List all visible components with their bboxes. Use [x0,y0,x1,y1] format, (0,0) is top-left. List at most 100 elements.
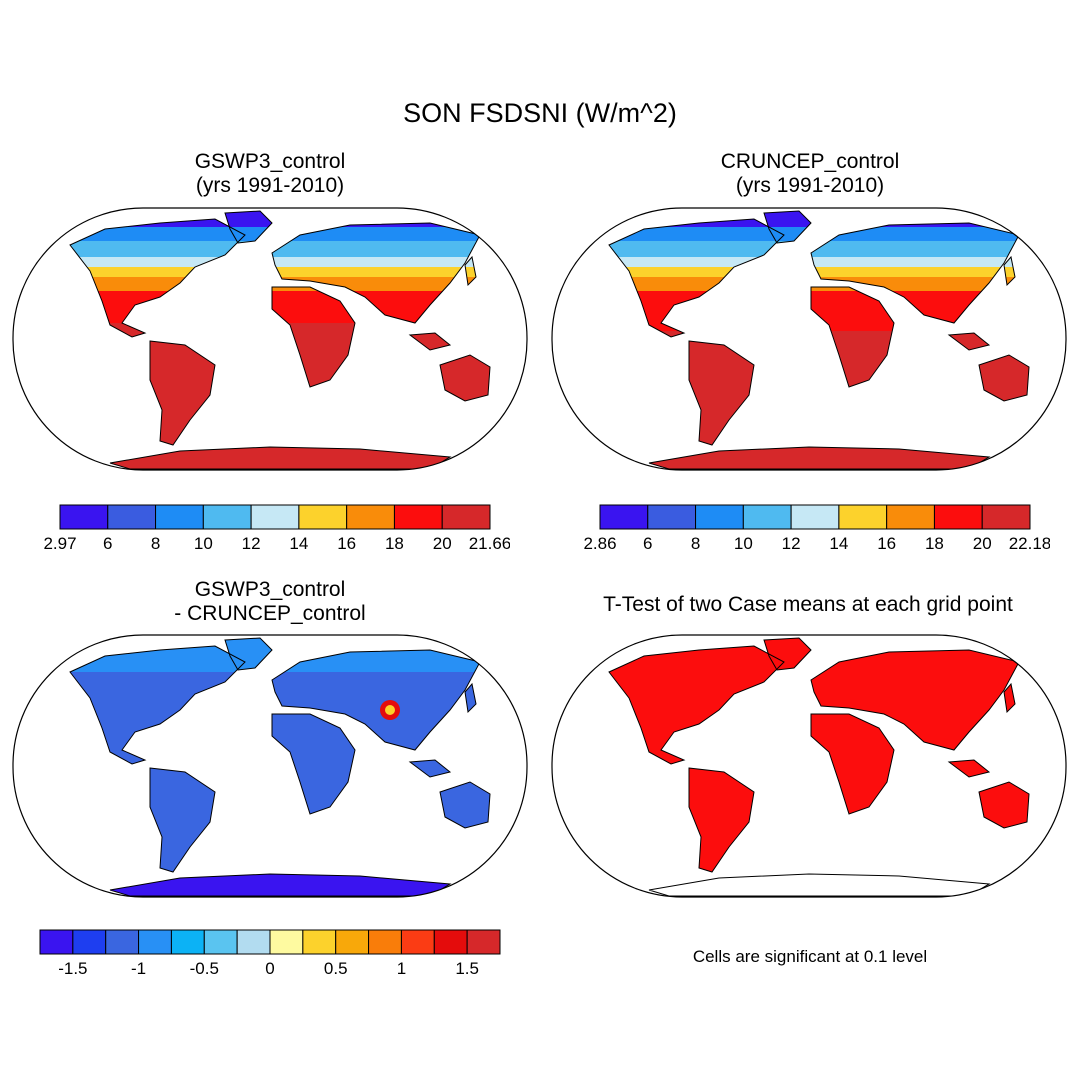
main-title: SON FSDSNI (W/m^2) [403,98,677,128]
coastline-japan [464,255,477,287]
diff-hotspot [385,705,395,715]
colorbar-swatch [39,929,74,955]
colorbar-swatch [298,504,348,530]
coastline-greenland [763,637,812,671]
colorbar-swatch [742,504,792,530]
coastline-eurasia [810,649,1020,751]
colorbar-swatch [441,504,491,530]
colorbar-tick-label: 14 [829,534,848,553]
panel-title-line2: (yrs 1991-2010) [735,174,885,197]
colorbar-difference: -1.5 -1 -0.5 0 0.5 1 1.5 [39,929,501,978]
panel-title-line2: - CRUNCEP_control [174,602,366,625]
colorbar-swatch [647,504,697,530]
colorbar-gswp3: 2.97 6 8 10 12 14 16 18 20 21.66 [43,504,510,553]
colorbar-swatch [138,929,172,955]
colorbar-tick-label: 8 [151,534,160,553]
colorbar-swatch [335,929,370,955]
colorbar-swatch [155,504,204,530]
coastline-antarctica [109,873,452,897]
colorbar-swatch [59,504,109,530]
colorbar-tick-label: 16 [337,534,356,553]
panel-title-ttest: T-Test of two Case means at each grid po… [603,593,1013,616]
colorbar-swatch [981,504,1031,530]
colorbar-tick-label: 0.5 [324,959,348,978]
map-difference [12,634,528,898]
coastline-australia [439,354,491,402]
colorbar-swatch [202,504,252,530]
colorbar-swatch [599,504,649,530]
map-border [12,207,528,471]
coastline-northAmerica [608,645,785,765]
coastline-africa [810,286,895,388]
colorbar-swatch [886,504,935,530]
coastline-indonesia [947,332,991,351]
coastline-northAmerica [69,645,246,765]
coastline-eurasia [810,222,1020,324]
colorbar-swatch [107,504,157,530]
land-band [70,267,490,277]
panel-title-line1: GSWP3_control [194,578,346,601]
colorbar-tick-label: 8 [691,534,700,553]
coastline-greenland [224,210,273,244]
coastline-northAmerica [608,218,785,338]
colorbar-swatch [466,929,501,955]
coastline-southAmerica [688,340,755,446]
coastline-africa [810,713,895,815]
colorbar-tick-label: 2.86 [583,534,616,553]
land-band [609,257,1029,267]
colorbar-tick-label: 6 [103,534,112,553]
colorbar-swatch [346,504,395,530]
map-gswp3 [12,207,528,471]
colorbar-swatch [250,504,300,530]
colorbar-tick-label: 20 [973,534,992,553]
map-border [12,634,528,898]
colorbar-swatch [790,504,840,530]
colorbar-swatch [105,929,140,955]
map-border [551,634,1067,898]
coastline-africa [271,713,356,815]
coastline-africa [271,286,356,388]
coastline-eurasia [271,222,481,324]
panel-title-line1: CRUNCEP_control [720,150,900,173]
colorbar-tick-label: 18 [385,534,404,553]
panel-title-difference: GSWP3_control - CRUNCEP_control [120,578,420,626]
coastline-indonesia [408,332,452,351]
significance-note: Cells are significant at 0.1 level [692,947,928,966]
colorbar-tick-label: -0.5 [190,959,219,978]
land-band [70,241,490,257]
colorbar-tick-label: 18 [925,534,944,553]
land-band [609,241,1029,257]
panel-title-line2: (yrs 1991-2010) [195,174,345,197]
colorbar-tick-label: 22.18 [1009,534,1050,553]
colorbar-swatch [393,504,443,530]
colorbar-swatch [695,504,744,530]
coastline-japan [464,682,477,714]
map-border [551,207,1067,471]
coastline-northAmerica [69,218,246,338]
colorbar-tick-label: 0 [265,959,274,978]
coastline-australia [978,781,1030,829]
map-ttest [551,634,1067,898]
colorbar-tick-label: 1 [397,959,406,978]
coastline-eurasia [271,649,481,751]
coastline-australia [439,781,491,829]
coastline-southAmerica [149,340,216,446]
panel-title-cruncep: CRUNCEP_control (yrs 1991-2010) [660,150,960,198]
colorbar-swatch [170,929,205,955]
colorbar-swatch [203,929,238,955]
colorbar-swatch [269,929,304,955]
colorbar-tick-label: 6 [643,534,652,553]
coastline-indonesia [947,759,991,778]
land-band [70,257,490,267]
colorbar-swatch [400,929,435,955]
colorbar-swatch [302,929,337,955]
colorbar-swatch [368,929,402,955]
colorbar-swatch [433,929,468,955]
colorbar-tick-label: 10 [194,534,213,553]
coastline-southAmerica [149,767,216,873]
colorbar-swatch [72,929,107,955]
coastline-australia [978,354,1030,402]
map-cruncep [551,207,1067,471]
colorbar-swatch [236,929,271,955]
coastline-antarctica [109,446,452,470]
